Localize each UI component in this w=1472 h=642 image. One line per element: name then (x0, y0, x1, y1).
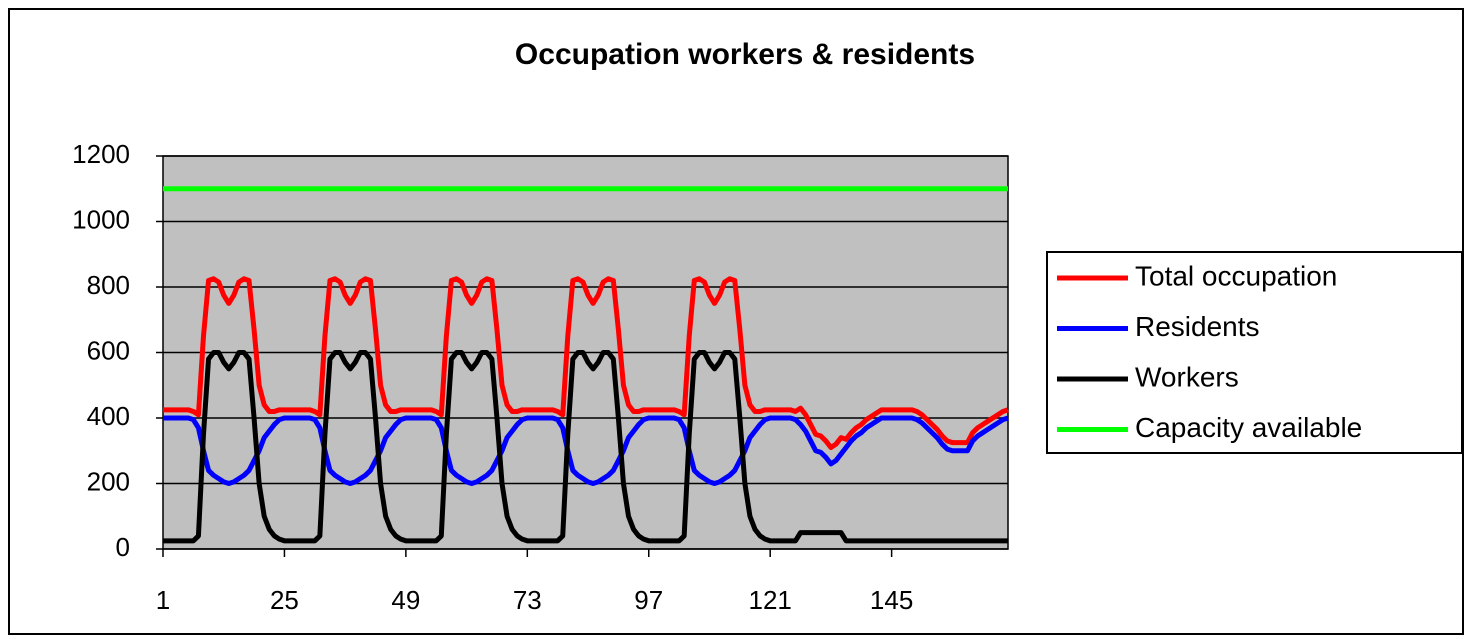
x-tick-label: 145 (870, 585, 913, 615)
series-line (163, 415, 1009, 486)
x-tick-label: 49 (391, 585, 420, 615)
y-tick-label: 800 (87, 270, 130, 300)
series-line (163, 350, 1008, 544)
chart-title: Occupation workers & residents (515, 38, 975, 71)
y-tick-label: 1200 (72, 139, 130, 169)
legend-label: Capacity available (1135, 412, 1362, 443)
y-tick-label: 200 (87, 466, 130, 496)
x-tick-label: 97 (634, 585, 663, 615)
series-line (163, 276, 1009, 450)
x-tick-label: 25 (270, 585, 299, 615)
x-tick-label: 1 (156, 585, 170, 615)
y-tick-label: 0 (116, 532, 130, 562)
y-tick-label: 400 (87, 401, 130, 431)
y-tick-label: 600 (87, 335, 130, 365)
y-tick-label: 1000 (72, 204, 130, 234)
legend-label: Workers (1135, 361, 1239, 392)
x-tick-label: 73 (513, 585, 542, 615)
legend-label: Residents (1135, 311, 1260, 342)
legend (1046, 251, 1463, 454)
plot-border (162, 155, 1009, 550)
x-tick-label: 121 (748, 585, 791, 615)
legend-label: Total occupation (1135, 260, 1337, 291)
